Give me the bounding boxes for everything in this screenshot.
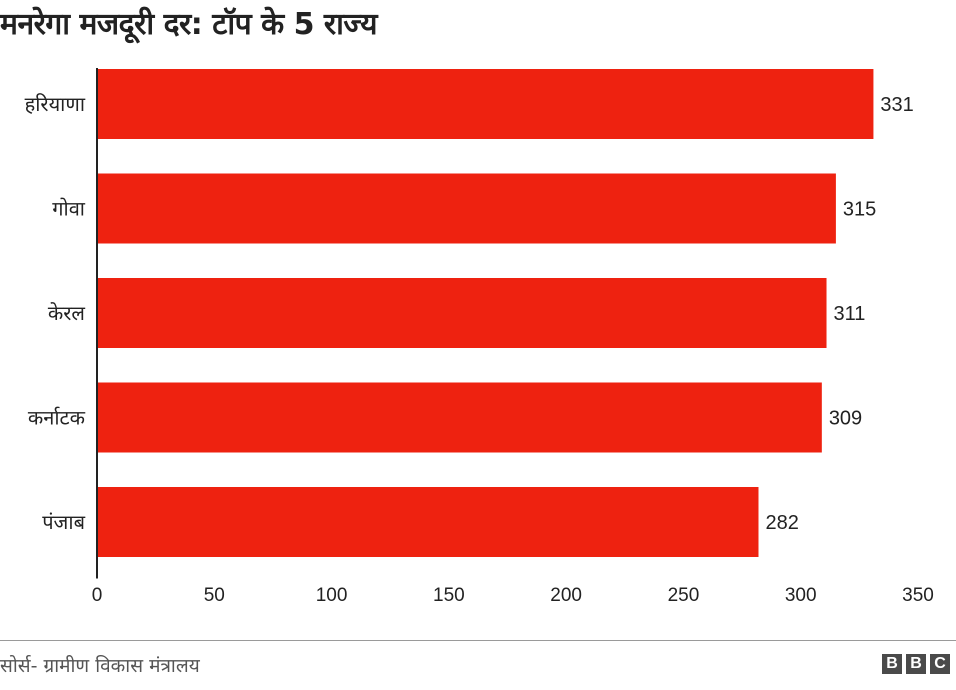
bbc-logo-letter: C <box>930 654 950 674</box>
category-label: पंजाब <box>42 510 85 534</box>
category-label: कर्नाटक <box>28 406 86 430</box>
bar <box>97 69 874 139</box>
x-tick-label: 350 <box>902 585 934 606</box>
chart-title: मनरेगा मजदूरी दर: टॉप के 5 राज्य <box>0 7 378 42</box>
x-axis-ticks: 0 50 100 150 200 250 300 350 <box>92 585 934 606</box>
bbc-logo-letter: B <box>882 654 902 674</box>
x-tick-label: 300 <box>785 585 817 606</box>
bbc-logo: B B C <box>882 654 950 674</box>
bar <box>97 278 827 348</box>
data-label: 311 <box>834 303 866 325</box>
data-label: 331 <box>880 94 913 116</box>
x-tick-label: 150 <box>433 585 465 606</box>
bar-chart: हरियाणा गोवा केरल कर्नाटक पंजाब 331 315 311 309… <box>25 68 934 606</box>
x-tick-label: 250 <box>668 585 700 606</box>
x-tick-label: 0 <box>92 585 103 606</box>
bars-group <box>97 69 874 557</box>
bar <box>97 382 822 453</box>
bar <box>97 487 759 557</box>
data-label: 309 <box>829 408 862 430</box>
data-label: 315 <box>843 199 876 221</box>
bar <box>97 173 836 244</box>
category-label: केरल <box>48 301 86 325</box>
x-tick-label: 200 <box>550 585 582 606</box>
data-labels: 331 315 311 309 282 <box>765 94 913 534</box>
category-label: गोवा <box>52 197 86 221</box>
footer-divider <box>0 640 956 641</box>
x-tick-label: 100 <box>316 585 348 606</box>
bbc-logo-letter: B <box>906 654 926 674</box>
category-label: हरियाणा <box>25 92 86 116</box>
x-tick-label: 50 <box>204 585 225 606</box>
data-label: 282 <box>765 512 798 534</box>
category-labels: हरियाणा गोवा केरल कर्नाटक पंजाब <box>25 92 86 534</box>
source-note: सोर्स- ग्रामीण विकास मंत्रालय <box>0 655 200 677</box>
